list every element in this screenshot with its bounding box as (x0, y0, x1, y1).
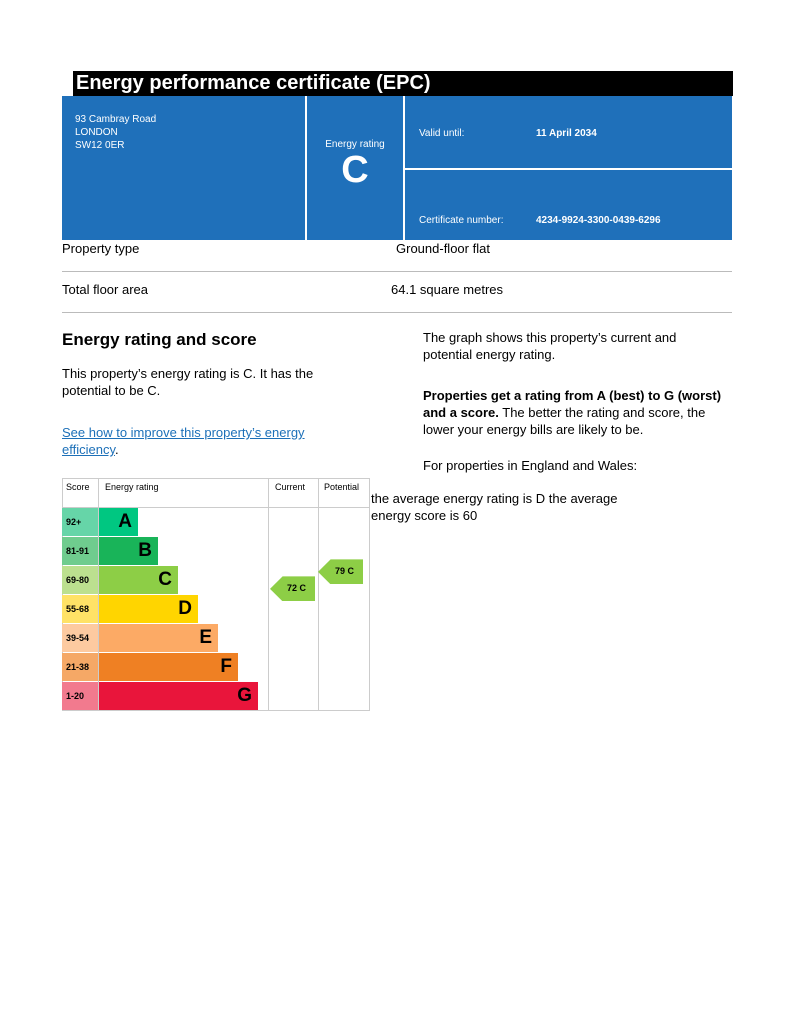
rating-explanation: Properties get a rating from A (best) to… (423, 387, 723, 438)
validity-panel: Valid until: 11 April 2034 (405, 96, 732, 168)
page-title: Energy performance certificate (EPC) (73, 71, 733, 96)
average-rating-text: the average energy rating is D the avera… (371, 491, 618, 523)
floor-area-value: 64.1 square metres (391, 282, 504, 297)
graph-description: The graph shows this property’s current … (423, 330, 677, 362)
band-score-D: 55-68 (62, 595, 98, 623)
energy-rating-letter: C (341, 149, 369, 191)
address-line: SW12 0ER (75, 140, 125, 151)
band-bar-G: G (99, 682, 258, 710)
floor-area-label: Total floor area (62, 282, 148, 297)
improve-efficiency-link[interactable]: See how to improve this property’s energ… (62, 425, 305, 457)
address-line: LONDON (75, 127, 118, 138)
rating-intro: This property’s energy rating is C. It h… (62, 366, 314, 398)
band-bar-A: A (99, 508, 138, 536)
property-type-label: Property type (62, 241, 140, 256)
certificate-number-value: 4234-9924-3300-0439-6296 (536, 215, 661, 226)
band-score-B: 81-91 (62, 537, 98, 565)
improve-paragraph: See how to improve this property’s energ… (62, 424, 332, 458)
band-score-G: 1-20 (62, 682, 98, 710)
address-panel: 93 Cambray Road LONDON SW12 0ER (62, 96, 305, 240)
divider (62, 271, 732, 272)
rating-explanation-rest: The better the rating and score, the low… (423, 405, 706, 437)
divider (62, 312, 732, 313)
column-divider (318, 478, 319, 711)
chart-header-divider (62, 507, 370, 508)
band-bar-F: F (99, 653, 238, 681)
band-bar-C: C (99, 566, 178, 594)
band-score-A: 92+ (62, 508, 98, 536)
column-divider (268, 478, 269, 711)
header-potential: Potential (324, 482, 360, 492)
property-type-value: Ground-floor flat (396, 241, 490, 256)
band-bar-B: B (99, 537, 158, 565)
address-line: 93 Cambray Road (75, 114, 157, 125)
column-divider (98, 478, 99, 711)
valid-until-label: Valid until: (419, 128, 465, 139)
header-energy-rating: Energy rating (105, 482, 159, 492)
rating-explanation-bold: Properties get a rating from A (best) to… (423, 388, 722, 420)
band-score-C: 69-80 (62, 566, 98, 594)
header-score: Score (66, 482, 90, 492)
certificate-number-label: Certificate number: (419, 215, 504, 226)
certificate-panel: Certificate number: 4234-9924-3300-0439-… (405, 170, 732, 240)
region-text: For properties in England and Wales: (423, 458, 638, 473)
valid-until-value: 11 April 2034 (536, 128, 597, 139)
link-suffix: . (115, 442, 119, 457)
energy-rating-label: Energy rating (325, 139, 385, 150)
energy-rating-chart (62, 478, 370, 711)
header-current: Current (275, 482, 306, 492)
band-bar-D: D (99, 595, 198, 623)
band-score-F: 21-38 (62, 653, 98, 681)
energy-rating-panel: Energy rating C (307, 96, 403, 240)
band-bar-E: E (99, 624, 218, 652)
section-heading: Energy rating and score (62, 330, 257, 349)
band-score-E: 39-54 (62, 624, 98, 652)
